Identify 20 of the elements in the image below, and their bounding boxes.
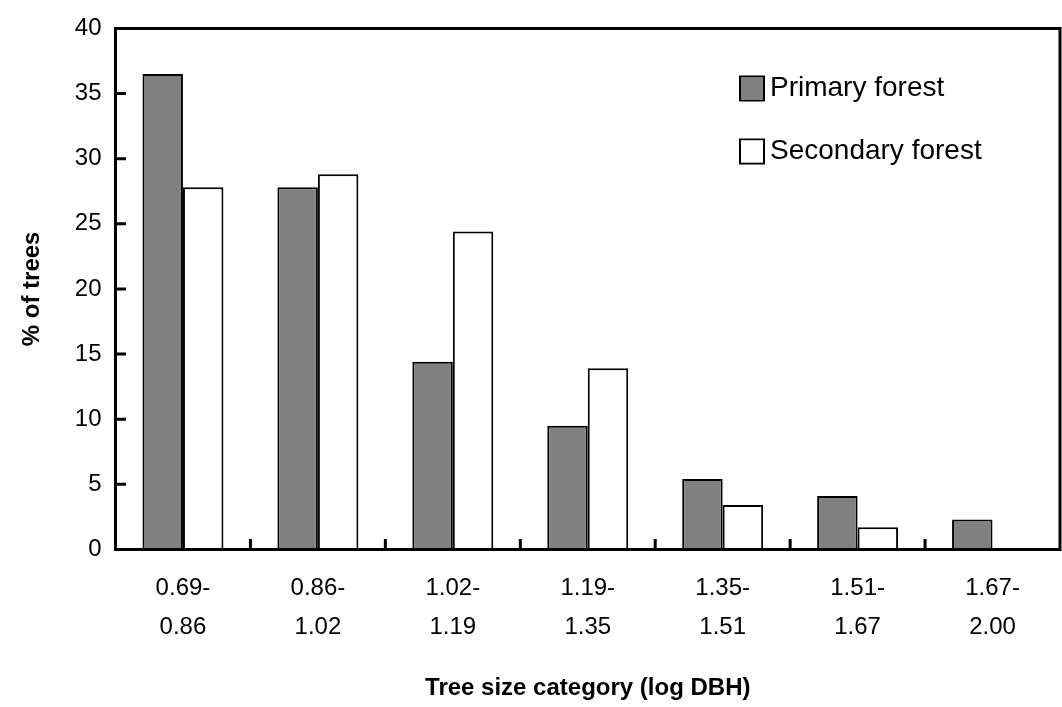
- x-tick-label: 1.67- 2.00: [965, 573, 1020, 639]
- y-tick-label: 15: [74, 338, 102, 366]
- legend-label: Secondary forest: [770, 134, 982, 166]
- y-axis-title: % of trees: [17, 231, 45, 347]
- y-tick-label: 40: [74, 13, 102, 41]
- x-tick-label: 0.69- 0.86: [155, 573, 211, 639]
- x-tick-label: 1.02- 1.19: [425, 573, 481, 639]
- y-tick-label: 30: [74, 143, 102, 171]
- x-tick-label: 1.19- 1.35: [560, 573, 616, 639]
- y-tick-label: 35: [74, 78, 102, 106]
- y-tick-label: 20: [74, 273, 102, 301]
- x-tick-label: 1.35- 1.51: [695, 573, 751, 639]
- y-tick-label: 25: [74, 208, 102, 236]
- y-tick-label: 5: [88, 468, 102, 496]
- x-axis-title: Tree size category (log DBH): [425, 673, 751, 701]
- y-tick-label: 0: [88, 534, 102, 562]
- x-tick-label: 1.51- 1.67: [830, 573, 885, 639]
- x-tick-label: 0.86- 1.02: [290, 573, 346, 639]
- legend-label: Primary forest: [770, 71, 945, 103]
- y-tick-label: 10: [74, 403, 102, 431]
